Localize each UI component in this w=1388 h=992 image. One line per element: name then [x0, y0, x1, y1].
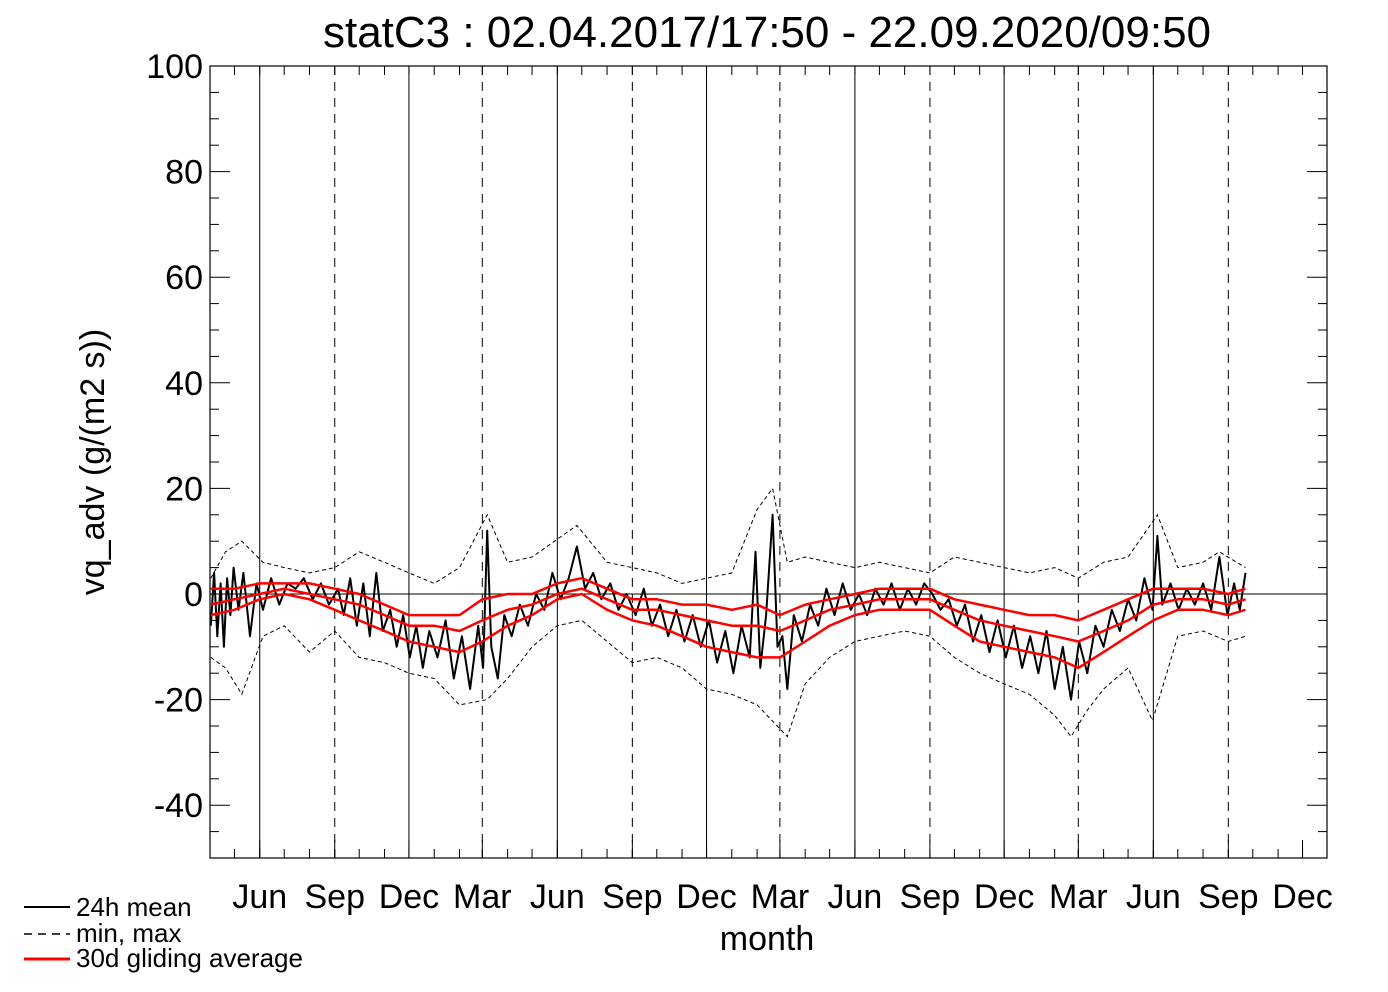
x-tick-label: Dec	[1272, 878, 1332, 916]
x-tick-label: Mar	[453, 878, 512, 916]
x-tick-label: Jun	[530, 878, 585, 916]
y-tick-label: 80	[165, 154, 203, 192]
x-axis-label: month	[720, 920, 815, 958]
legend-label-24h-mean: 24h mean	[76, 892, 192, 922]
y-axis: -40 -20 0 20 40 60 80 100	[146, 48, 1327, 859]
x-tick-label: Sep	[602, 878, 663, 916]
series-gliding-average-line-0	[210, 592, 1246, 670]
x-tick-label: Jun	[232, 878, 287, 916]
legend: 24h mean min, max 30d gliding average	[24, 892, 303, 973]
series-24h-mean	[209, 513, 1247, 701]
x-tick-label: Sep	[1198, 878, 1259, 916]
x-tick-label: Sep	[900, 878, 961, 916]
x-tick-label: Jun	[828, 878, 883, 916]
y-tick-label: 20	[165, 470, 203, 508]
series-mean-line	[209, 513, 1247, 701]
month-divider-lines	[259, 66, 1229, 858]
series-min-line	[210, 619, 1246, 738]
plot-frame	[209, 65, 1328, 859]
series-max-line	[210, 487, 1246, 584]
x-tick-label: Mar	[751, 878, 810, 916]
y-tick-label: 40	[165, 365, 203, 403]
x-tick-label: Sep	[304, 878, 365, 916]
x-axis: Jun Sep Dec Mar Jun Sep Dec Mar Jun Sep Dec Mar Jun S…	[209, 66, 1333, 916]
series-gliding-average-line-1	[210, 587, 1246, 643]
y-tick-label: 0	[184, 576, 203, 614]
series-gliding-average-line-2	[210, 576, 1246, 622]
y-tick-label: 100	[146, 48, 203, 86]
x-tick-label: Jun	[1126, 878, 1181, 916]
legend-label-30d-gliding-average: 30d gliding average	[76, 943, 303, 973]
x-tick-label: Dec	[676, 878, 736, 916]
x-tick-label: Dec	[379, 878, 439, 916]
x-tick-label: Mar	[1049, 878, 1108, 916]
legend-label-min-max: min, max	[76, 918, 181, 948]
x-tick-label: Dec	[974, 878, 1034, 916]
chart-title: statC3 : 02.04.2017/17:50 - 22.09.2020/0…	[323, 8, 1211, 57]
series-30d-gliding-average	[210, 576, 1246, 670]
y-tick-label: 60	[165, 259, 203, 297]
y-tick-label: -20	[154, 682, 203, 720]
series-min-max	[210, 487, 1246, 738]
y-axis-label: vq_adv (g/(m2 s))	[74, 329, 112, 595]
y-tick-label: -40	[154, 787, 203, 825]
